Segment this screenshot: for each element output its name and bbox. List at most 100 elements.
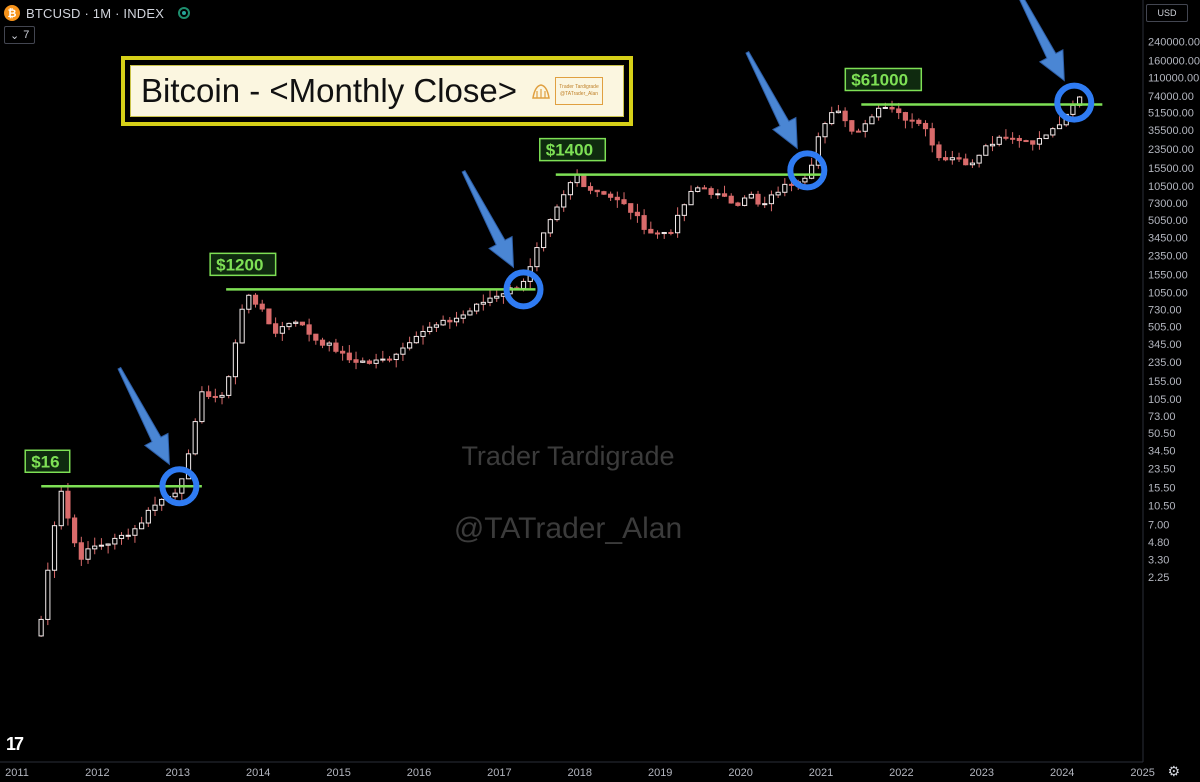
candle	[453, 311, 460, 327]
candle	[581, 174, 587, 188]
candle	[675, 207, 681, 238]
candle	[889, 100, 895, 113]
candle	[72, 514, 78, 548]
y-tick-label: 345.00	[1148, 339, 1182, 351]
candle	[715, 189, 721, 199]
chart-title: Bitcoin - <Monthly Close>	[141, 72, 518, 109]
y-tick-label: 235.00	[1148, 357, 1182, 369]
bitcoin-icon: ₿	[4, 5, 20, 21]
x-tick-label: 2020	[728, 767, 752, 779]
time-axis[interactable]: 2011 2012 2013 2014 2015 2016 2017 2018 2019 2020…	[5, 767, 1155, 779]
candle	[226, 375, 232, 399]
candle	[313, 333, 319, 345]
candle	[299, 321, 306, 326]
y-tick-label: 2.25	[1148, 572, 1169, 584]
candle	[232, 339, 239, 385]
price-axis[interactable]: 240000.00 160000.00 110000.00 74000.00 51500…	[1148, 37, 1200, 584]
candle	[547, 218, 553, 238]
candle	[681, 203, 687, 222]
y-tick-label: 3450.00	[1148, 233, 1188, 245]
candle	[634, 203, 641, 223]
candle	[172, 488, 178, 500]
candle	[587, 182, 594, 195]
candle	[333, 338, 339, 354]
candle	[956, 152, 962, 162]
candle	[809, 157, 815, 180]
breakout-arrow	[461, 170, 515, 269]
x-tick-label: 2019	[648, 767, 672, 779]
candle	[1010, 132, 1016, 144]
indicator-toggle[interactable]: ⌄ 7	[4, 26, 36, 44]
y-tick-label: 10.50	[1148, 501, 1176, 513]
y-tick-label: 160000.00	[1148, 55, 1200, 67]
candle	[701, 185, 708, 190]
candle	[688, 185, 694, 206]
candle	[943, 150, 949, 162]
level-label: $1400	[546, 141, 593, 160]
symbol-header[interactable]: ₿ BTCUSD · 1M · INDEX	[0, 0, 191, 26]
candle	[976, 154, 982, 168]
candle	[413, 331, 419, 344]
candle	[989, 135, 996, 152]
candle	[876, 104, 882, 121]
candle	[862, 119, 868, 138]
symbol-label[interactable]: BTCUSD · 1M · INDEX	[26, 5, 165, 21]
y-tick-label: 73.00	[1148, 411, 1176, 423]
x-tick-label: 2017	[487, 767, 511, 779]
tradingview-logo-icon[interactable]: 17	[6, 734, 24, 754]
candle	[1003, 129, 1009, 141]
candle	[326, 341, 332, 352]
candle	[621, 192, 627, 206]
candle	[782, 178, 788, 197]
candle	[152, 496, 158, 516]
x-tick-label: 2016	[407, 767, 431, 779]
gear-icon[interactable]: ⚙	[1167, 763, 1180, 779]
breakout-annotations	[117, 0, 1095, 507]
y-tick-label: 35500.00	[1148, 125, 1194, 137]
candle	[407, 336, 413, 351]
watermark-text: Trader Tardigrade	[461, 441, 674, 471]
breakout-circle	[1054, 82, 1095, 123]
x-tick-label: 2021	[809, 767, 833, 779]
author-card: Trader Tardigrade @TATrader_Alan	[555, 77, 604, 105]
candle	[266, 308, 272, 325]
breakout-arrow	[117, 366, 170, 466]
x-tick-label: 2025	[1130, 767, 1154, 779]
y-tick-label: 7.00	[1148, 519, 1169, 531]
candle	[85, 541, 91, 564]
candle	[380, 350, 386, 363]
candle	[728, 193, 734, 204]
candle	[447, 317, 453, 329]
indicator-count: 7	[23, 29, 30, 41]
candle	[252, 293, 259, 308]
candle	[246, 293, 252, 314]
candle	[360, 357, 366, 364]
candle	[567, 180, 574, 200]
candle	[487, 290, 493, 307]
currency-selector[interactable]: USD	[1146, 4, 1188, 22]
level-label: $1200	[216, 255, 263, 274]
candle	[306, 318, 312, 342]
candle	[340, 345, 346, 361]
candle	[259, 299, 265, 312]
candle	[1036, 131, 1043, 150]
x-tick-label: 2015	[326, 767, 350, 779]
candle	[1016, 135, 1022, 148]
candle	[855, 128, 862, 133]
candle	[145, 507, 151, 527]
market-status-icon	[178, 7, 191, 19]
x-tick-label: 2011	[5, 767, 29, 779]
y-tick-label: 155.00	[1148, 376, 1182, 388]
candle	[721, 185, 728, 197]
candle	[353, 351, 359, 370]
candle	[192, 418, 198, 456]
candle	[614, 191, 620, 208]
candle	[45, 562, 51, 626]
candle	[936, 141, 942, 161]
y-tick-label: 105.00	[1148, 394, 1182, 406]
candle	[132, 524, 138, 543]
candle	[1030, 140, 1036, 151]
candle	[433, 322, 440, 332]
candle	[594, 189, 600, 197]
